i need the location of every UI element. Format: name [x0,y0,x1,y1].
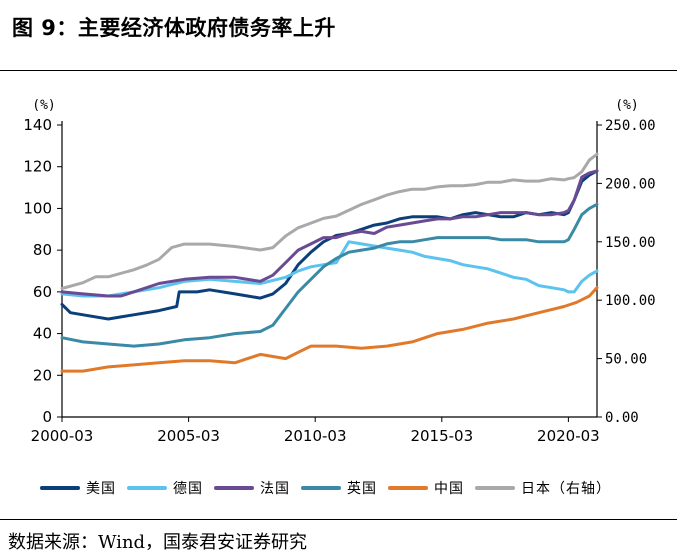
legend-label-japan: 日本（右轴） [521,481,611,497]
x-tick-label: 2005-03 [157,427,220,445]
y-left-tick-label: 60 [33,283,52,301]
y-right-tick-label: 150.00 [605,235,656,251]
legend-item-china: 中国 [388,474,464,502]
legend-swatch-japan [475,486,515,490]
legend-item-germany: 德国 [127,474,203,502]
legend-swatch-uk [301,486,341,490]
y-left-tick-label: 0 [42,408,52,426]
series-line-0 [60,169,599,321]
y-left-tick-label: 100 [23,199,52,217]
legend-item-france: 法国 [214,474,290,502]
line-chart: 0 20 40 60 80 100 120 140 0.00 50.00 100.00 150.00 2… [23,98,656,445]
legend-item-us: 美国 [40,474,116,502]
legend-label-us: 美国 [86,481,116,497]
series-line-5 [60,152,599,290]
series-line-3 [60,202,599,348]
chart-legend: 美国 德国 法国 英国 中国 日本（右轴） [0,474,677,502]
legend-swatch-germany [127,486,167,490]
y-left-tick-label: 20 [33,366,52,384]
x-tick-label: 2015-03 [410,427,473,445]
y-right-unit-label: (%) [615,98,638,113]
legend-label-germany: 德国 [173,481,203,497]
x-tick-label: 2020-03 [537,427,600,445]
y-right-tick-label: 250.00 [605,118,656,134]
y-left-tick-label: 120 [23,158,52,176]
legend-swatch-china [388,486,428,490]
legend-swatch-france [214,486,254,490]
legend-swatch-us [40,486,80,490]
x-tick-label: 2000-03 [31,427,94,445]
y-left-tick-label: 140 [23,116,52,134]
x-tick-label: 2010-03 [284,427,347,445]
y-right-tick-label: 50.00 [605,352,647,368]
series-line-2 [60,169,599,298]
legend-label-uk: 英国 [347,481,377,497]
y-left-tick-label: 40 [33,325,52,343]
legend-item-japan: 日本（右轴） [475,474,611,502]
y-right-tick-label: 100.00 [605,293,656,309]
title-rule [0,70,677,71]
legend-label-france: 法国 [260,481,290,497]
y-right-tick-label: 200.00 [605,176,656,192]
y-right-tick-label: 0.00 [605,410,639,426]
source-note: 数据来源：Wind，国泰君安证券研究 [8,532,308,553]
y-left-unit-label: (%) [32,98,55,113]
series-line-4 [60,286,599,373]
legend-item-uk: 英国 [301,474,377,502]
y-left-tick-label: 80 [33,241,52,259]
figure-title: 图 9：主要经济体政府债务率上升 [12,16,336,40]
series-line-1 [60,240,599,298]
footer-rule [0,519,677,520]
legend-label-china: 中国 [434,481,464,497]
